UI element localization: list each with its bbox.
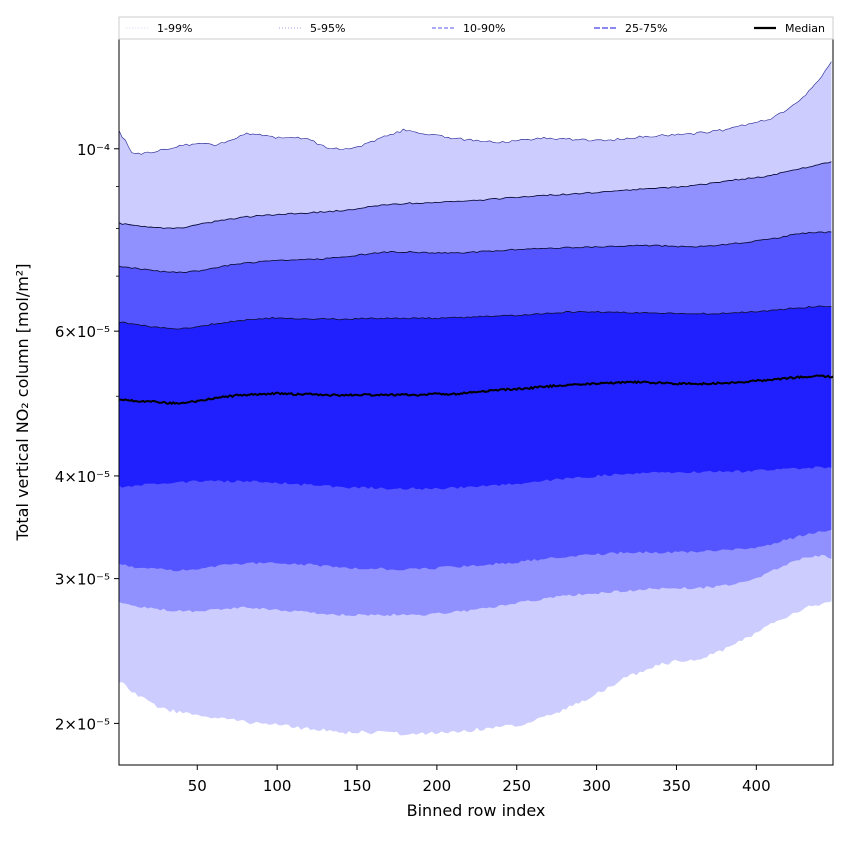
y-tick-label: 10⁻⁴ xyxy=(77,141,110,159)
band-upper-edge-1-99% xyxy=(119,61,832,155)
x-tick-label: 150 xyxy=(343,777,372,795)
median-layer xyxy=(119,374,833,406)
band-25-75% xyxy=(119,306,832,490)
x-axis: 50 100 150 200 250 300 350 400 xyxy=(188,765,771,795)
x-tick-label: 350 xyxy=(662,777,691,795)
legend-frame xyxy=(118,16,834,40)
x-tick-label: 50 xyxy=(188,777,207,795)
x-tick-label: 250 xyxy=(502,777,531,795)
legend-label: Median xyxy=(785,22,825,35)
x-tick-label: 300 xyxy=(582,777,611,795)
y-tick-label: 2×10⁻⁵ xyxy=(55,715,110,733)
legend-label: 1-99% xyxy=(157,22,192,35)
x-tick-label: 400 xyxy=(742,777,771,795)
y-tick-label: 3×10⁻⁵ xyxy=(55,571,110,589)
x-tick-label: 200 xyxy=(423,777,452,795)
legend-label: 25-75% xyxy=(625,22,667,35)
legend-label: 5-95% xyxy=(310,22,345,35)
band-upper-edge-10-90% xyxy=(119,231,832,274)
y-axis-label: Total vertical NO₂ column [mol/m²] xyxy=(13,264,32,542)
y-axis: 2×10⁻⁵ 3×10⁻⁵ 4×10⁻⁵ 6×10⁻⁵ 10⁻⁴ xyxy=(55,141,119,733)
x-axis-label: Binned row index xyxy=(407,801,546,820)
legend-label: 10-90% xyxy=(463,22,505,35)
legend: 1-99% 5-95% 10-90% 25-75% Median xyxy=(118,16,834,40)
x-tick-label: 100 xyxy=(263,777,292,795)
y-tick-label: 4×10⁻⁵ xyxy=(55,468,110,486)
band-upper-edge-25-75% xyxy=(119,305,832,330)
bands-layer xyxy=(119,61,832,736)
band-upper-edge-5-95% xyxy=(119,161,832,229)
median-line xyxy=(119,374,833,406)
y-tick-label: 6×10⁻⁵ xyxy=(55,323,110,341)
